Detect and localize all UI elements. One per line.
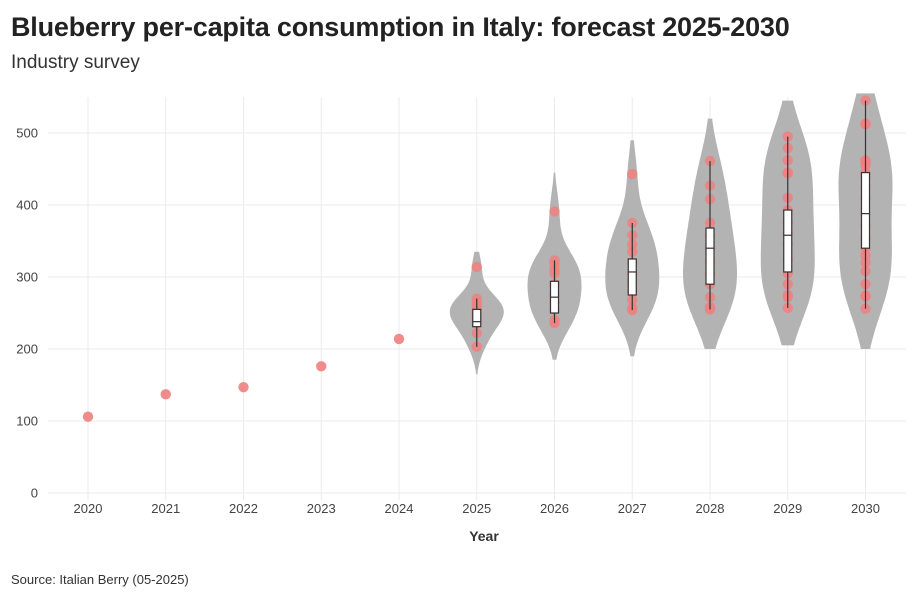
source-note: Source: Italian Berry (05-2025) [11, 572, 189, 587]
x-tick-label: 2027 [618, 501, 647, 516]
point-2026 [549, 206, 560, 217]
x-tick-label: 2024 [385, 501, 414, 516]
box-2025 [472, 308, 482, 328]
point-2023 [316, 361, 327, 372]
x-tick-label: 2021 [151, 501, 180, 516]
x-tick-label: 2028 [696, 501, 725, 516]
box-2027 [627, 258, 637, 296]
point-2021 [160, 389, 171, 400]
x-axis-label: Year [469, 528, 499, 544]
x-tick-label: 2029 [773, 501, 802, 516]
x-tick-label: 2022 [229, 501, 258, 516]
box-2029 [783, 209, 793, 273]
chart-title: Blueberry per-capita consumption in Ital… [11, 12, 790, 42]
point-2025 [471, 293, 482, 304]
x-tick-label: 2030 [851, 501, 880, 516]
point-2020 [82, 411, 94, 422]
chart-subtitle: Industry survey [11, 52, 140, 73]
y-tick-label: 500 [16, 126, 38, 141]
y-tick-label: 300 [16, 270, 38, 285]
y-tick-label: 100 [16, 414, 38, 429]
x-tick-label: 2020 [74, 501, 103, 516]
y-tick-label: 200 [16, 342, 38, 357]
point-2027 [627, 168, 638, 180]
y-tick-label: 400 [16, 198, 38, 213]
x-tick-label: 2025 [462, 501, 491, 516]
point-2025 [471, 261, 482, 273]
x-tick-label: 2026 [540, 501, 569, 516]
point-2024 [393, 333, 405, 345]
box-2028 [705, 227, 715, 285]
box-2030 [860, 172, 871, 249]
x-tick-label: 2023 [307, 501, 336, 516]
point-2022 [238, 381, 249, 393]
y-tick-label: 0 [31, 486, 38, 501]
